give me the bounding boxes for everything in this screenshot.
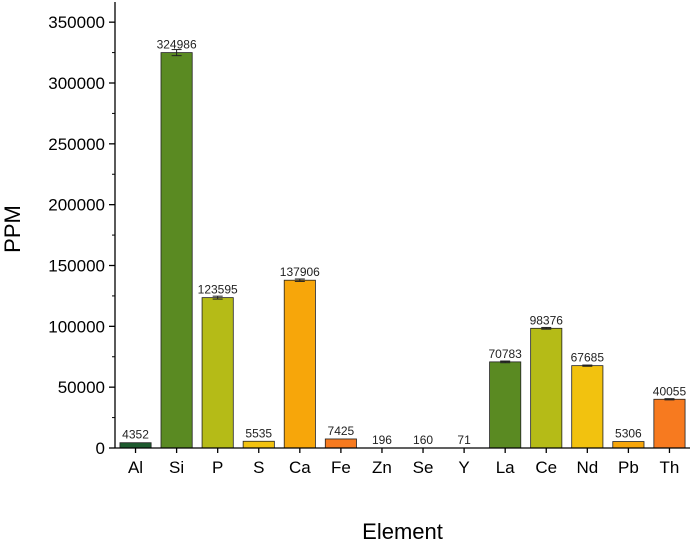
error-bar-ca bbox=[294, 278, 305, 282]
y-tick-label: 150000 bbox=[48, 257, 105, 276]
x-axis: Al Si P S Ca Fe Zn Se Y La Ce Nd Pb Th bbox=[115, 447, 690, 477]
bar-p bbox=[201, 297, 234, 449]
bar-th bbox=[653, 398, 686, 449]
value-label-p: 123595 bbox=[198, 283, 238, 297]
bars-group bbox=[119, 49, 686, 449]
error-bar-la bbox=[500, 360, 511, 364]
y-tick-label: 200000 bbox=[48, 196, 105, 215]
bar-ce bbox=[530, 327, 563, 449]
value-label-la: 70783 bbox=[488, 347, 522, 361]
value-label-ce: 98376 bbox=[530, 313, 564, 327]
value-label-si: 324986 bbox=[157, 38, 197, 52]
y-axis-title: PPM bbox=[0, 205, 25, 253]
bar-fe bbox=[324, 438, 357, 449]
y-tick-label: 300000 bbox=[48, 74, 105, 93]
x-tick-label-si: Si bbox=[169, 458, 184, 477]
x-tick-label-zn: Zn bbox=[372, 458, 392, 477]
y-tick-label: 100000 bbox=[48, 317, 105, 336]
bar-si bbox=[160, 52, 193, 449]
x-tick-label-ce: Ce bbox=[535, 458, 557, 477]
x-tick-label-ca: Ca bbox=[289, 458, 311, 477]
value-label-y: 71 bbox=[457, 433, 471, 447]
value-label-nd: 67685 bbox=[571, 351, 605, 365]
x-tick-label-y: Y bbox=[458, 458, 469, 477]
value-label-al: 4352 bbox=[122, 428, 149, 442]
x-tick-label-pb: Pb bbox=[618, 458, 639, 477]
bar-la bbox=[489, 361, 522, 449]
y-tick-label: 50000 bbox=[58, 378, 105, 397]
value-label-fe: 7425 bbox=[328, 424, 355, 438]
value-label-s: 5535 bbox=[245, 426, 272, 440]
value-label-se: 160 bbox=[413, 433, 433, 447]
x-axis-title: Element bbox=[362, 519, 443, 544]
y-tick-label: 350000 bbox=[48, 13, 105, 32]
error-bar-si bbox=[171, 49, 182, 57]
y-axis: 0 50000 100000 150000 200000 250000 300000 3500… bbox=[48, 2, 116, 458]
x-tick-label-fe: Fe bbox=[331, 458, 351, 477]
x-tick-label-nd: Nd bbox=[576, 458, 598, 477]
error-bar-nd bbox=[582, 364, 593, 367]
value-label-ca: 137906 bbox=[280, 265, 320, 279]
bar-al bbox=[119, 442, 152, 449]
error-bar-ce bbox=[541, 326, 552, 330]
bar-nd bbox=[571, 365, 604, 449]
x-tick-label-se: Se bbox=[413, 458, 434, 477]
value-labels-group: 4352 324986 123595 5535 137906 7425 196 160 71 70… bbox=[122, 38, 686, 447]
bar-ca bbox=[283, 279, 316, 449]
y-tick-label: 0 bbox=[96, 439, 105, 458]
bar-pb bbox=[612, 441, 645, 449]
value-label-pb: 5306 bbox=[615, 427, 642, 441]
y-tick-label: 250000 bbox=[48, 135, 105, 154]
error-bar-p bbox=[212, 295, 223, 300]
x-tick-label-th: Th bbox=[660, 458, 680, 477]
x-tick-label-s: S bbox=[253, 458, 264, 477]
error-bar-th bbox=[664, 398, 675, 401]
bar-s bbox=[242, 440, 275, 449]
x-tick-label-la: La bbox=[496, 458, 515, 477]
x-tick-label-p: P bbox=[212, 458, 223, 477]
value-label-zn: 196 bbox=[372, 433, 392, 447]
value-label-th: 40055 bbox=[653, 384, 687, 398]
x-tick-label-al: Al bbox=[128, 458, 143, 477]
